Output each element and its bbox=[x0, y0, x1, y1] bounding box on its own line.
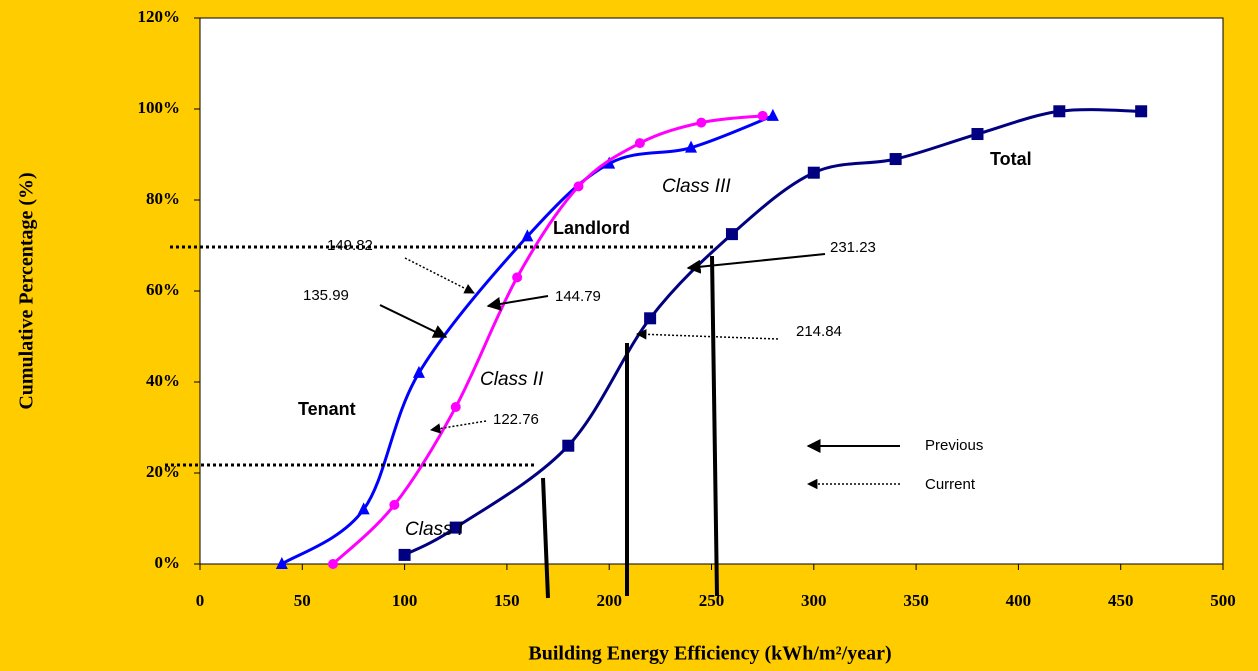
arrow bbox=[486, 295, 549, 311]
annotation: 231.23 bbox=[830, 239, 876, 256]
y-axis-title: Cumulative Percentage (%) bbox=[16, 172, 38, 409]
series-line bbox=[403, 108, 1142, 557]
marker bbox=[644, 312, 657, 325]
x-tick-label: 0 bbox=[196, 591, 205, 610]
y-tick-label: 100% bbox=[138, 98, 181, 117]
y-tick-label: 40% bbox=[146, 371, 180, 390]
x-tick-label: 50 bbox=[294, 591, 311, 610]
x-tick-label: 150 bbox=[494, 591, 520, 610]
y-tick-label: 0% bbox=[155, 553, 181, 572]
marker bbox=[398, 548, 411, 561]
annotation: Previous bbox=[925, 437, 983, 454]
series-label: Tenant bbox=[298, 399, 356, 419]
x-tick-label: 350 bbox=[903, 591, 929, 610]
marker bbox=[634, 138, 645, 149]
series-label: Total bbox=[990, 149, 1032, 169]
annotation: 122.76 bbox=[493, 411, 539, 428]
arrow bbox=[635, 329, 779, 340]
marker bbox=[357, 502, 370, 515]
x-tick-label: 300 bbox=[801, 591, 827, 610]
reference-line bbox=[541, 477, 550, 599]
annotation: Class III bbox=[662, 176, 731, 197]
annotation: Current bbox=[925, 476, 976, 493]
annotation: Class II bbox=[480, 369, 544, 390]
annotation: 214.84 bbox=[796, 323, 842, 340]
arrow bbox=[429, 420, 487, 434]
marker bbox=[971, 128, 984, 141]
arrow bbox=[686, 253, 826, 274]
x-tick-label: 250 bbox=[699, 591, 725, 610]
marker bbox=[573, 181, 584, 192]
x-tick-label: 400 bbox=[1006, 591, 1032, 610]
marker bbox=[562, 439, 575, 452]
marker bbox=[327, 559, 338, 569]
marker bbox=[807, 166, 820, 179]
x-tick-label: 100 bbox=[392, 591, 418, 610]
annotation: 144.79 bbox=[555, 288, 601, 305]
marker bbox=[766, 108, 779, 121]
series-line bbox=[331, 114, 763, 566]
x-tick-label: 500 bbox=[1210, 591, 1236, 610]
x-tick-label: 200 bbox=[596, 591, 622, 610]
annotation: 149.82 bbox=[327, 237, 373, 254]
marker bbox=[449, 521, 462, 534]
marker bbox=[725, 228, 738, 241]
y-tick-label: 20% bbox=[146, 462, 180, 481]
annotation: Class I bbox=[405, 519, 464, 540]
arrow bbox=[379, 304, 448, 338]
reference-line bbox=[710, 255, 719, 597]
marker bbox=[450, 402, 461, 413]
x-axis-title: Building Energy Efficiency (kWh/m²/year) bbox=[528, 643, 891, 665]
series-label: Landlord bbox=[553, 218, 630, 238]
marker bbox=[757, 110, 768, 121]
marker bbox=[1135, 105, 1148, 118]
annotation: 135.99 bbox=[303, 287, 349, 304]
marker bbox=[412, 365, 425, 378]
marker bbox=[685, 140, 698, 153]
marks bbox=[275, 105, 1148, 569]
marker bbox=[1053, 105, 1066, 118]
marker bbox=[512, 272, 523, 283]
y-tick-label: 80% bbox=[146, 189, 180, 208]
marker bbox=[275, 557, 288, 569]
marker bbox=[521, 229, 534, 242]
marker bbox=[696, 117, 707, 128]
marker bbox=[603, 156, 616, 169]
marker bbox=[889, 153, 902, 166]
arrow bbox=[404, 257, 475, 294]
marker bbox=[389, 499, 400, 510]
y-tick-label: 60% bbox=[146, 280, 180, 299]
x-tick-label: 450 bbox=[1108, 591, 1134, 610]
y-tick-label: 120% bbox=[138, 7, 181, 26]
